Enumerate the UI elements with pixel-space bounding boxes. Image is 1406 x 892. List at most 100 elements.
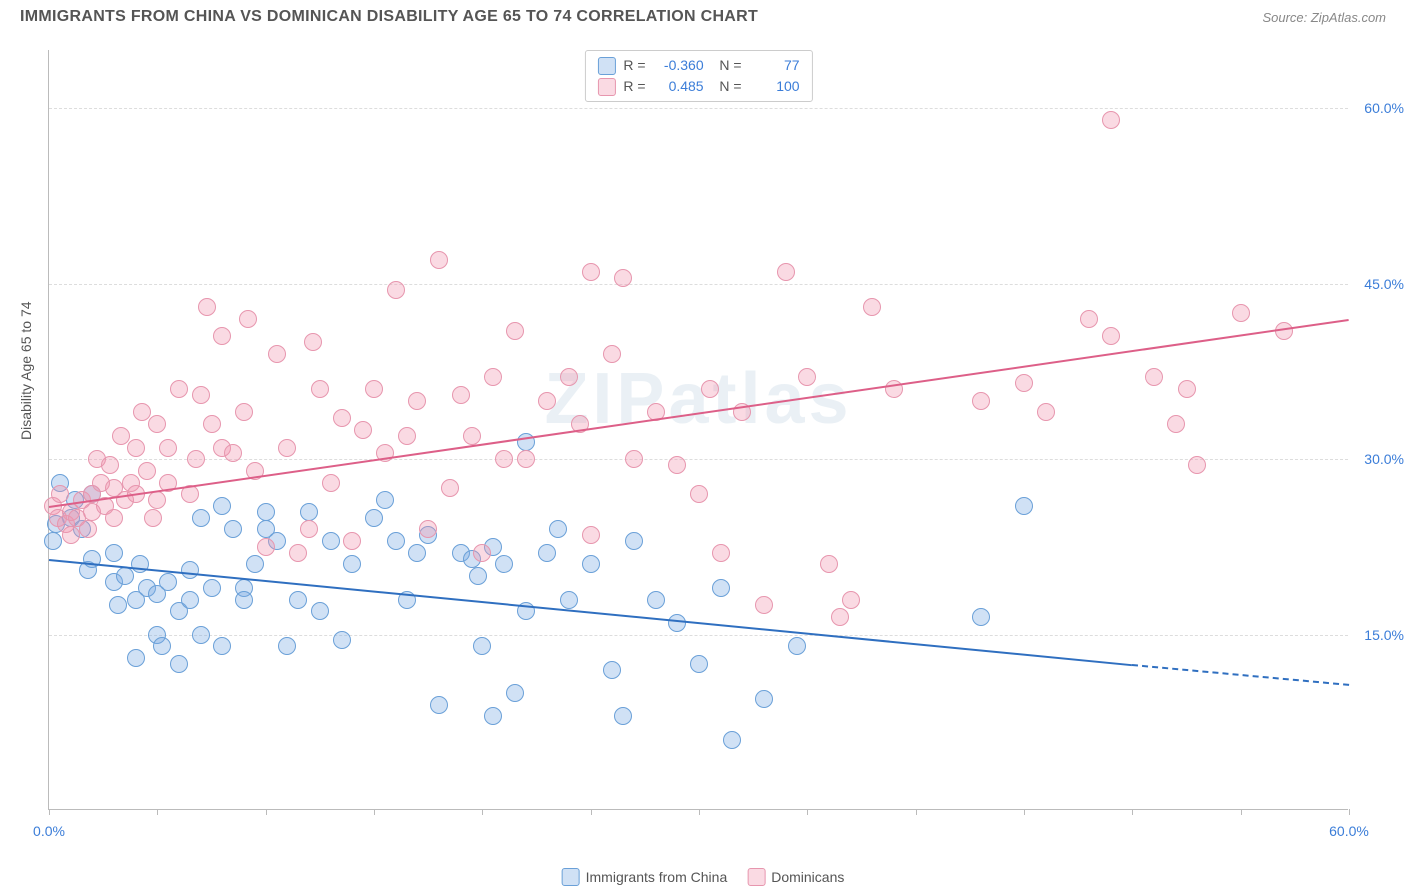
data-point bbox=[333, 409, 351, 427]
data-point bbox=[181, 591, 199, 609]
legend-item-series-1: Immigrants from China bbox=[562, 868, 728, 886]
x-tick bbox=[1349, 809, 1350, 815]
data-point bbox=[239, 310, 257, 328]
data-point bbox=[712, 544, 730, 562]
y-axis-label: Disability Age 65 to 74 bbox=[18, 301, 34, 440]
data-point bbox=[506, 684, 524, 702]
data-point bbox=[972, 608, 990, 626]
data-point bbox=[1232, 304, 1250, 322]
header: IMMIGRANTS FROM CHINA VS DOMINICAN DISAB… bbox=[0, 0, 1406, 32]
data-point bbox=[549, 520, 567, 538]
data-point bbox=[192, 626, 210, 644]
data-point bbox=[430, 696, 448, 714]
data-point bbox=[972, 392, 990, 410]
x-tick bbox=[482, 809, 483, 815]
data-point bbox=[109, 596, 127, 614]
x-tick-label: 0.0% bbox=[33, 823, 65, 839]
data-point bbox=[625, 450, 643, 468]
gridline bbox=[49, 108, 1348, 109]
data-point bbox=[116, 567, 134, 585]
data-point bbox=[224, 520, 242, 538]
data-point bbox=[304, 333, 322, 351]
data-point bbox=[582, 555, 600, 573]
data-point bbox=[625, 532, 643, 550]
data-point bbox=[62, 526, 80, 544]
legend-R-value-2: 0.485 bbox=[654, 76, 704, 97]
data-point bbox=[463, 427, 481, 445]
data-point bbox=[538, 392, 556, 410]
data-point bbox=[1188, 456, 1206, 474]
legend-label-series-1: Immigrants from China bbox=[586, 869, 728, 885]
series-legend: Immigrants from China Dominicans bbox=[562, 868, 845, 886]
data-point bbox=[441, 479, 459, 497]
legend-swatch-icon bbox=[562, 868, 580, 886]
data-point bbox=[506, 322, 524, 340]
legend-N-value-1: 77 bbox=[750, 55, 800, 76]
data-point bbox=[1015, 497, 1033, 515]
data-point bbox=[788, 637, 806, 655]
data-point bbox=[343, 555, 361, 573]
data-point bbox=[127, 649, 145, 667]
data-point bbox=[333, 631, 351, 649]
data-point bbox=[614, 707, 632, 725]
data-point bbox=[517, 450, 535, 468]
data-point bbox=[311, 380, 329, 398]
data-point bbox=[1102, 327, 1120, 345]
data-point bbox=[777, 263, 795, 281]
trend-line bbox=[49, 559, 1133, 666]
x-tick bbox=[1132, 809, 1133, 815]
data-point bbox=[300, 520, 318, 538]
legend-swatch-series-1 bbox=[597, 57, 615, 75]
data-point bbox=[831, 608, 849, 626]
data-point bbox=[582, 263, 600, 281]
data-point bbox=[322, 474, 340, 492]
data-point bbox=[473, 637, 491, 655]
data-point bbox=[311, 602, 329, 620]
data-point bbox=[159, 439, 177, 457]
x-tick bbox=[1024, 809, 1025, 815]
data-point bbox=[723, 731, 741, 749]
data-point bbox=[755, 690, 773, 708]
data-point bbox=[105, 509, 123, 527]
x-tick bbox=[916, 809, 917, 815]
x-tick bbox=[157, 809, 158, 815]
gridline bbox=[49, 635, 1348, 636]
data-point bbox=[187, 450, 205, 468]
x-tick bbox=[49, 809, 50, 815]
x-tick bbox=[807, 809, 808, 815]
data-point bbox=[235, 591, 253, 609]
x-tick bbox=[699, 809, 700, 815]
data-point bbox=[701, 380, 719, 398]
data-point bbox=[668, 456, 686, 474]
gridline bbox=[49, 284, 1348, 285]
data-point bbox=[820, 555, 838, 573]
data-point bbox=[1037, 403, 1055, 421]
data-point bbox=[144, 509, 162, 527]
data-point bbox=[755, 596, 773, 614]
data-point bbox=[133, 403, 151, 421]
data-point bbox=[112, 427, 130, 445]
data-point bbox=[159, 573, 177, 591]
legend-N-label: N = bbox=[712, 76, 742, 97]
data-point bbox=[484, 707, 502, 725]
data-point bbox=[365, 509, 383, 527]
data-point bbox=[614, 269, 632, 287]
data-point bbox=[690, 485, 708, 503]
data-point bbox=[278, 637, 296, 655]
gridline bbox=[49, 459, 1348, 460]
data-point bbox=[1145, 368, 1163, 386]
data-point bbox=[712, 579, 730, 597]
data-point bbox=[647, 591, 665, 609]
legend-label-series-2: Dominicans bbox=[771, 869, 844, 885]
data-point bbox=[582, 526, 600, 544]
data-point bbox=[603, 661, 621, 679]
data-point bbox=[181, 561, 199, 579]
data-point bbox=[235, 403, 253, 421]
legend-R-label: R = bbox=[623, 76, 645, 97]
legend-R-value-1: -0.360 bbox=[654, 55, 704, 76]
data-point bbox=[300, 503, 318, 521]
data-point bbox=[224, 444, 242, 462]
x-tick bbox=[266, 809, 267, 815]
data-point bbox=[203, 579, 221, 597]
data-point bbox=[408, 392, 426, 410]
